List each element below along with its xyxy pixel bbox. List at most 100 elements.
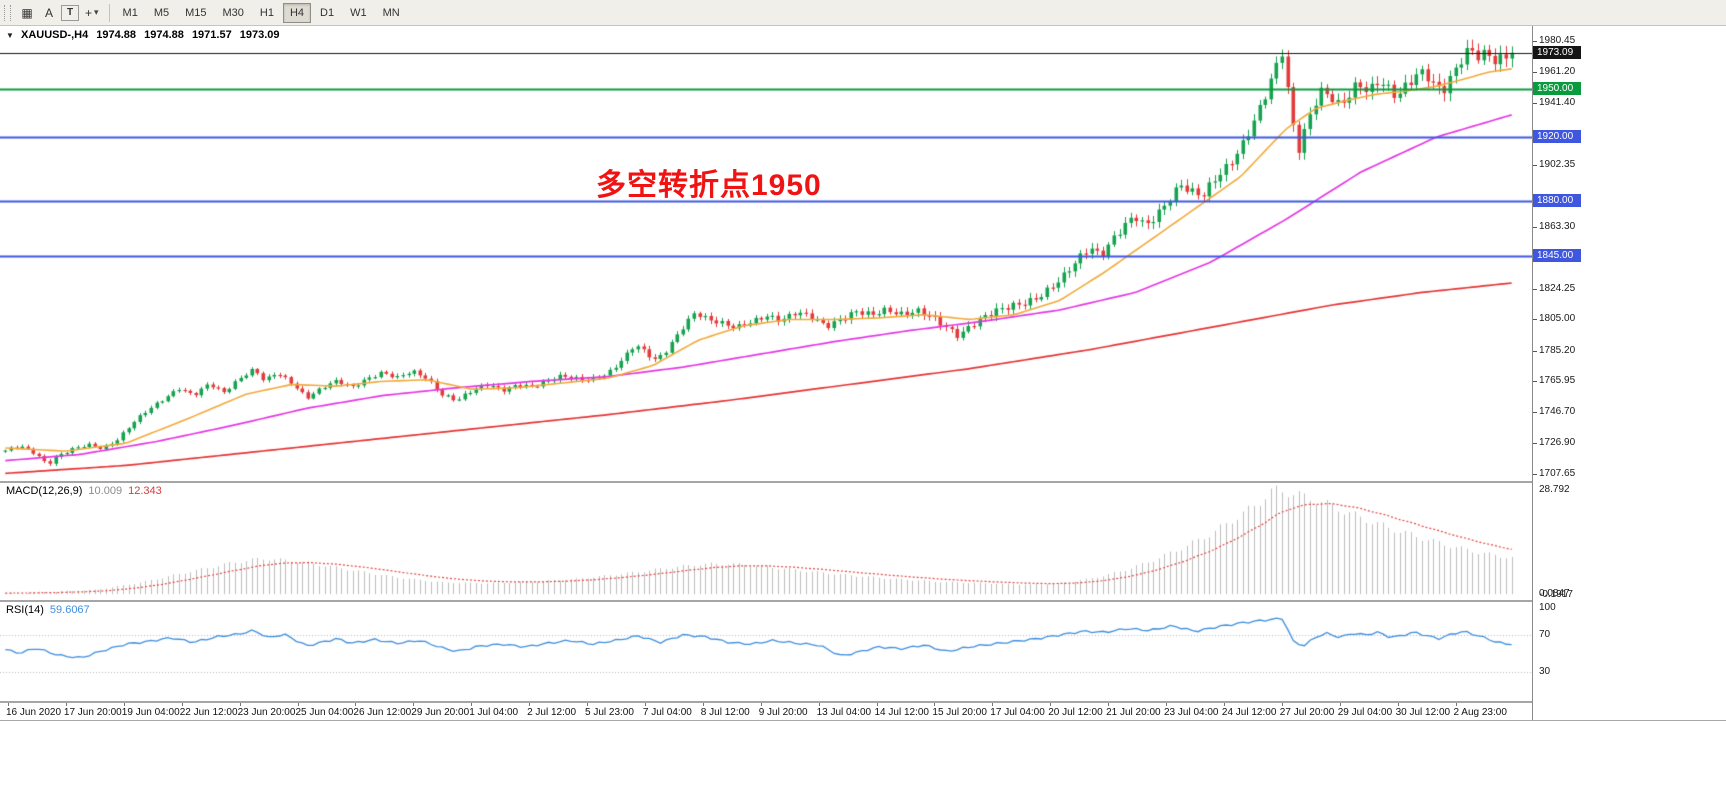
time-axis-label: 17 Jul 04:00: [990, 707, 1045, 718]
axis-tick: [1533, 443, 1537, 444]
time-axis-tick: [181, 703, 183, 706]
time-axis-label: 24 Jul 12:00: [1221, 707, 1277, 718]
timeframe-d1-button[interactable]: D1: [313, 3, 341, 23]
chart-annotation-text[interactable]: 多空转折点1950: [596, 169, 822, 202]
timeframe-m5-button[interactable]: M5: [147, 3, 176, 23]
axis-tick: [1533, 381, 1537, 382]
axis-tick: [1533, 319, 1537, 320]
price-chart-canvas[interactable]: [0, 26, 1532, 481]
time-axis-label: 23 Jun 20:00: [237, 707, 296, 718]
panel-divider[interactable]: [0, 481, 1726, 483]
rsi-panel-canvas[interactable]: [0, 602, 1532, 701]
timeframe-w1-button[interactable]: W1: [343, 3, 374, 23]
price-axis-label: 1863.30: [1539, 221, 1576, 232]
ohlc-open: 1974.88: [96, 29, 137, 41]
time-axis-tick: [1050, 703, 1052, 706]
time-axis-label: 29 Jul 04:00: [1337, 707, 1393, 718]
chevron-down-icon: ▾: [94, 7, 99, 17]
macd-panel-canvas[interactable]: [0, 483, 1532, 600]
time-axis-label: 8 Jul 12:00: [700, 707, 750, 718]
time-axis-label: 29 Jun 20:00: [411, 707, 470, 718]
axis-tick: [1533, 165, 1537, 166]
time-axis-label: 1 Jul 04:00: [469, 707, 519, 718]
axis-tick: [1533, 41, 1537, 42]
font-tool-button[interactable]: A: [39, 3, 59, 23]
price-axis-label: 1726.90: [1539, 437, 1576, 449]
timeframe-m15-button[interactable]: M15: [178, 3, 213, 23]
price-axis-label: 1785.20: [1539, 344, 1576, 356]
rsi-axis-label: 70: [1539, 629, 1551, 640]
time-axis-label: 15 Jul 20:00: [932, 707, 987, 718]
symbol-title: XAUUSD-,H4: [20, 29, 89, 41]
timeframe-h1-button[interactable]: H1: [253, 3, 281, 23]
price-axis-label: 1707.65: [1539, 467, 1576, 479]
axis-tick: [1533, 227, 1537, 228]
time-axis-tick: [1223, 703, 1225, 706]
time-axis-tick: [529, 703, 531, 706]
macd-axis-label: 28.792: [1539, 483, 1570, 495]
time-axis-tick: [702, 703, 704, 706]
price-level-badge: 1880.00: [1533, 193, 1581, 207]
timeframe-m1-button[interactable]: M1: [116, 3, 145, 23]
ohlc-close: 1973.09: [239, 29, 280, 41]
time-axis-tick: [8, 703, 9, 706]
ohlc-high: 1974.88: [144, 29, 184, 41]
price-axis-label: 1805.00: [1539, 313, 1576, 325]
text-label-tool-button[interactable]: T: [61, 4, 79, 21]
timeframe-mn-button[interactable]: MN: [376, 3, 407, 23]
one-click-trading-toggle[interactable]: ▼: [6, 31, 14, 40]
axis-tick: [1533, 72, 1537, 73]
price-axis-label: 1980.45: [1539, 35, 1576, 47]
time-axis-tick: [644, 703, 646, 706]
timeframe-m30-button[interactable]: M30: [216, 3, 251, 23]
time-axis-tick: [818, 703, 820, 706]
time-axis[interactable]: 16 Jun 2020 17 Jun 20:00 19 Jun 04:00 22 Ju…: [0, 703, 1532, 720]
time-axis-label: 17 Jun 20:00: [63, 707, 122, 718]
axis-tick: [1533, 412, 1537, 413]
price-level-badge: 1845.00: [1533, 249, 1581, 263]
time-axis-label: 13 Jul 04:00: [816, 707, 872, 718]
time-axis-tick: [1339, 703, 1341, 706]
ohlc-low: 1971.57: [191, 29, 232, 41]
time-axis-label: 9 Jul 20:00: [758, 707, 808, 718]
time-axis-label: 22 Jun 12:00: [179, 707, 238, 718]
rsi-indicator-label: RSI(14) 59.6067: [6, 604, 90, 616]
time-axis-tick: [934, 703, 936, 706]
price-axis-label: 1941.40: [1539, 97, 1576, 109]
axis-tick: [1533, 289, 1537, 290]
time-axis-tick: [1108, 703, 1110, 706]
timeframe-h4-button[interactable]: H4: [282, 2, 312, 23]
price-axis-label: 1824.25: [1539, 282, 1576, 294]
time-axis-tick: [123, 703, 125, 706]
panel-divider[interactable]: [0, 600, 1726, 602]
rsi-axis-label: 100: [1539, 601, 1556, 613]
time-axis-tick: [65, 703, 67, 706]
macd-indicator-label: MACD(12,26,9) 10.009 12.343: [6, 485, 162, 497]
price-axis-label: 1902.35: [1539, 159, 1576, 171]
time-axis-label: 26 Jun 12:00: [353, 707, 412, 718]
time-axis-label: 30 Jul 12:00: [1395, 707, 1451, 718]
price-level-badge: 1950.00: [1533, 82, 1581, 96]
axis-tick: [1533, 474, 1537, 475]
macd-label-name: MACD(12,26,9): [6, 485, 83, 497]
macd-signal-value: 12.343: [128, 485, 162, 497]
time-axis-tick: [1397, 703, 1399, 706]
panel-divider[interactable]: [0, 701, 1726, 703]
time-axis-tick: [413, 703, 415, 706]
time-axis-tick: [760, 703, 762, 706]
time-axis-tick: [1166, 703, 1167, 706]
time-axis-tick: [1281, 703, 1283, 706]
crosshair-tool-dropdown[interactable]: + ▾: [81, 3, 103, 23]
windows-grid-icon[interactable]: ▦: [17, 3, 37, 23]
toolbar-separator: [108, 3, 110, 22]
rsi-label-name: RSI(14): [6, 604, 44, 616]
toolbar: ▦ A T + ▾ M1 M5 M15 M30 H1 H4 D1 W1 MN: [0, 0, 1726, 26]
price-axis-label: 1746.70: [1539, 405, 1576, 417]
toolbar-grip[interactable]: [4, 4, 11, 21]
time-axis-label: 2 Jul 12:00: [527, 707, 577, 718]
time-axis-tick: [297, 703, 299, 706]
time-axis-label: 5 Jul 23:00: [585, 707, 634, 718]
time-axis-tick: [1455, 703, 1457, 706]
price-axis[interactable]: 1980.45 1961.20 1941.40 1902.35 1863.30 1824.…: [1532, 26, 1726, 720]
time-axis-tick: [587, 703, 588, 706]
